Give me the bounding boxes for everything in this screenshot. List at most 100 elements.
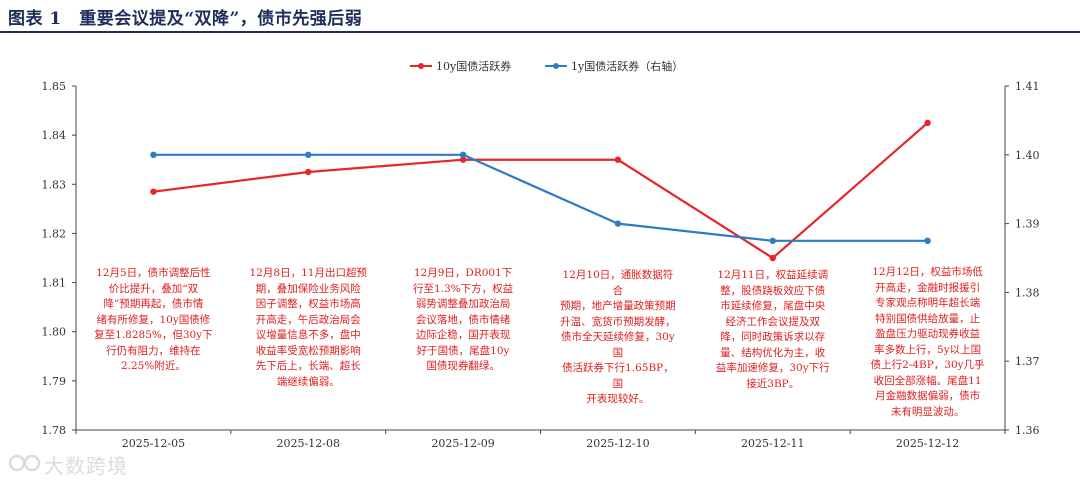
y-right-tick-label: 1.36 (1015, 424, 1040, 437)
annotation-line: 专家观点称明年超长端 (875, 297, 981, 309)
bond-yield-line-chart: 1.85 1.84 1.83 1.82 1.81 1.80 1.79 1.78 1.41 1.40… (42, 59, 1040, 448)
annotation-note: 12月9日，DR001下 行至1.3%下方，权益 弱势调整叠加政治局 会议落地，债市情… (403, 266, 523, 375)
annotation-line: 行至1.3%下方，权益 (412, 282, 514, 295)
annotation-note: 12月11日，权益延续调 整，股债跷板效应下债 市延续修复，尾盘中央 经济工作会议提及… (713, 268, 833, 392)
annotation-line: 国债现券翻绿。 (426, 360, 500, 372)
annotation-note: 12月5日，债市调整后性 价比提升，叠加“双 降”预期再起，债市情 绪有所修复，10y… (93, 266, 213, 375)
y-right-tick-label: 1.38 (1015, 286, 1040, 299)
annotation-line: 边际企稳，国开表现 (415, 329, 511, 341)
annotation-line: 月金融数据偏弱，债市 (875, 390, 981, 402)
annotation-line: 绪有所修复，10y国债修 (96, 313, 211, 326)
watermark: 大数跨境 (8, 448, 148, 478)
data-point-10y (150, 188, 157, 195)
data-point-1y (924, 237, 931, 244)
x-tick-label: 2025-12-09 (431, 437, 494, 448)
annotation-line: 开高走，午后政治局会 (255, 313, 361, 326)
y-left-tick-label: 1.78 (42, 424, 67, 437)
annotation-line: 好于国债，尾盘10y (416, 344, 510, 357)
y-right-tick-label: 1.40 (1015, 149, 1040, 162)
data-point-1y (459, 151, 467, 158)
annotation-line: 12月11日，权益延续调 (717, 269, 829, 281)
y-right-tick-label: 1.39 (1015, 218, 1040, 231)
annotation-line: 经济工作会议提及双 (725, 315, 821, 328)
annotation-line: 12月10日，通胀数据符合 (562, 269, 674, 297)
data-point-10y (459, 156, 467, 163)
x-tick-label: 2025-12-05 (122, 437, 185, 448)
figure-title: 图表 1 重要会议提及“双降”，债市先强后弱 (8, 9, 363, 29)
annotation-line: 开表现较好。 (586, 393, 650, 405)
series-line-10y (153, 122, 929, 260)
annotation-line: 市延续修复，尾盘中央 (720, 300, 826, 312)
annotation-line: 12月12日，权益市场低 (872, 266, 983, 278)
annotation-line: 弱势调整叠加政治局 (415, 298, 511, 310)
x-tick-label: 2025-12-12 (896, 437, 959, 448)
annotation-line: 复至1.8285%，但30y下 (94, 329, 213, 341)
legend-marker (553, 63, 559, 69)
y-left-tick-label: 1.79 (42, 375, 67, 388)
title-underline (0, 31, 1080, 33)
data-point-1y (614, 220, 622, 227)
annotation-line: 盈盘压力驱动现券收益 (875, 328, 981, 340)
legend-label: 1y国债活跃券（右轴） (571, 59, 683, 73)
annotation-line: 12月8日，11月出口超预 (249, 267, 367, 279)
annotation-line: 收益率受宽松预期影响 (255, 344, 361, 357)
y-left-tick-label: 1.85 (42, 80, 67, 93)
annotation-line: 先下后上，长端、超长 (255, 360, 361, 372)
annotation-line: 率多数上行，5y以上国 (874, 343, 982, 356)
y-right-tick-label: 1.37 (1015, 355, 1040, 368)
annotation-line: 升温、宽货币预期发酵， (560, 315, 676, 328)
chart-series (150, 119, 931, 262)
chart-axes: 1.85 1.84 1.83 1.82 1.81 1.80 1.79 1.78 1.41 1.40… (42, 80, 1040, 448)
annotation-line: 预期，地产增量政策预期 (560, 300, 676, 312)
data-point-10y (305, 168, 312, 176)
annotation-line: 整，股债跷板效应下债 (720, 284, 826, 297)
annotation-note: 12月12日，权益市场低 开高走，金融时报援引 专家观点称明年超长端 特别国债供给放量… (868, 265, 988, 420)
x-tick-label: 2025-12-10 (586, 437, 649, 448)
x-tick-label: 2025-12-08 (277, 437, 340, 448)
annotation-line: 开高走，金融时报援引 (875, 281, 981, 294)
figure-title-bar: 图表 1 重要会议提及“双降”，债市先强后弱 (0, 0, 1080, 33)
annotation-line: 量、结构优化为主，收 (720, 346, 826, 359)
annotation-line: 行仍有阻力，维持在 (106, 344, 201, 357)
data-point-10y (924, 119, 931, 127)
y-left-tick-label: 1.81 (42, 277, 67, 290)
data-point-1y (769, 237, 776, 244)
annotation-line: 降”预期再起，债市情 (103, 298, 204, 310)
annotation-line: 期，叠加保险业务风险 (255, 282, 361, 295)
chart-legend: 10y国债活跃券 1y国债活跃券（右轴） (410, 59, 683, 73)
annotation-line: 12月5日，债市调整后性 (96, 267, 211, 279)
data-point-1y (305, 151, 312, 158)
y-left-tick-label: 1.83 (42, 178, 67, 191)
annotation-line: 议增量信息不多，盘中 (255, 329, 361, 341)
y-left-tick-label: 1.82 (42, 227, 67, 240)
data-point-10y (614, 156, 622, 163)
annotation-line: 收回全部涨幅。尾盘11 (873, 374, 982, 387)
annotation-line: 2.25%附近。 (120, 360, 186, 372)
annotation-line: 特别国债供给放量，止 (875, 312, 981, 325)
legend-label: 10y国债活跃券 (436, 59, 511, 73)
annotation-line: 会议落地，债市情绪 (415, 313, 511, 326)
annotation-line: 12月9日，DR001下 (413, 267, 513, 279)
series-line-1y (153, 153, 928, 242)
annotation-line: 因子调整，权益市场高 (255, 298, 361, 310)
annotation-line: 益率加速修复，30y下行 (715, 362, 830, 374)
annotation-line: 降，同时政策诉求以存 (720, 331, 826, 343)
data-point-10y (769, 254, 776, 262)
legend-marker (418, 63, 424, 69)
annotation-line: 债市全天延续修复，30y国 (561, 331, 675, 359)
watermark-logo-icon (8, 454, 41, 472)
annotation-line: 债活跃券下行1.65BP，国 (562, 362, 674, 390)
y-left-tick-label: 1.84 (42, 129, 67, 142)
watermark-text: 大数跨境 (44, 454, 128, 478)
annotation-line: 端继续偏弱。 (276, 375, 340, 388)
y-left-tick-label: 1.80 (42, 326, 67, 339)
annotation-line: 未有明显波动。 (890, 405, 965, 418)
annotation-note: 12月10日，通胀数据符合预期，地产增量政策预期 升温、宽货币预期发酵， 债市全天延… (558, 268, 678, 408)
x-tick-label: 2025-12-11 (741, 437, 804, 448)
annotation-note: 12月8日，11月出口超预 期，叠加保险业务风险 因子调整，权益市场高 开高走，午后政… (248, 266, 368, 390)
annotation-line: 接近3BP。 (746, 377, 800, 390)
annotation-line: 债上行2-4BP，30y几乎 (870, 359, 985, 371)
data-point-1y (150, 151, 157, 158)
y-right-tick-label: 1.41 (1015, 80, 1040, 93)
annotation-line: 价比提升，叠加“双 (108, 282, 199, 295)
